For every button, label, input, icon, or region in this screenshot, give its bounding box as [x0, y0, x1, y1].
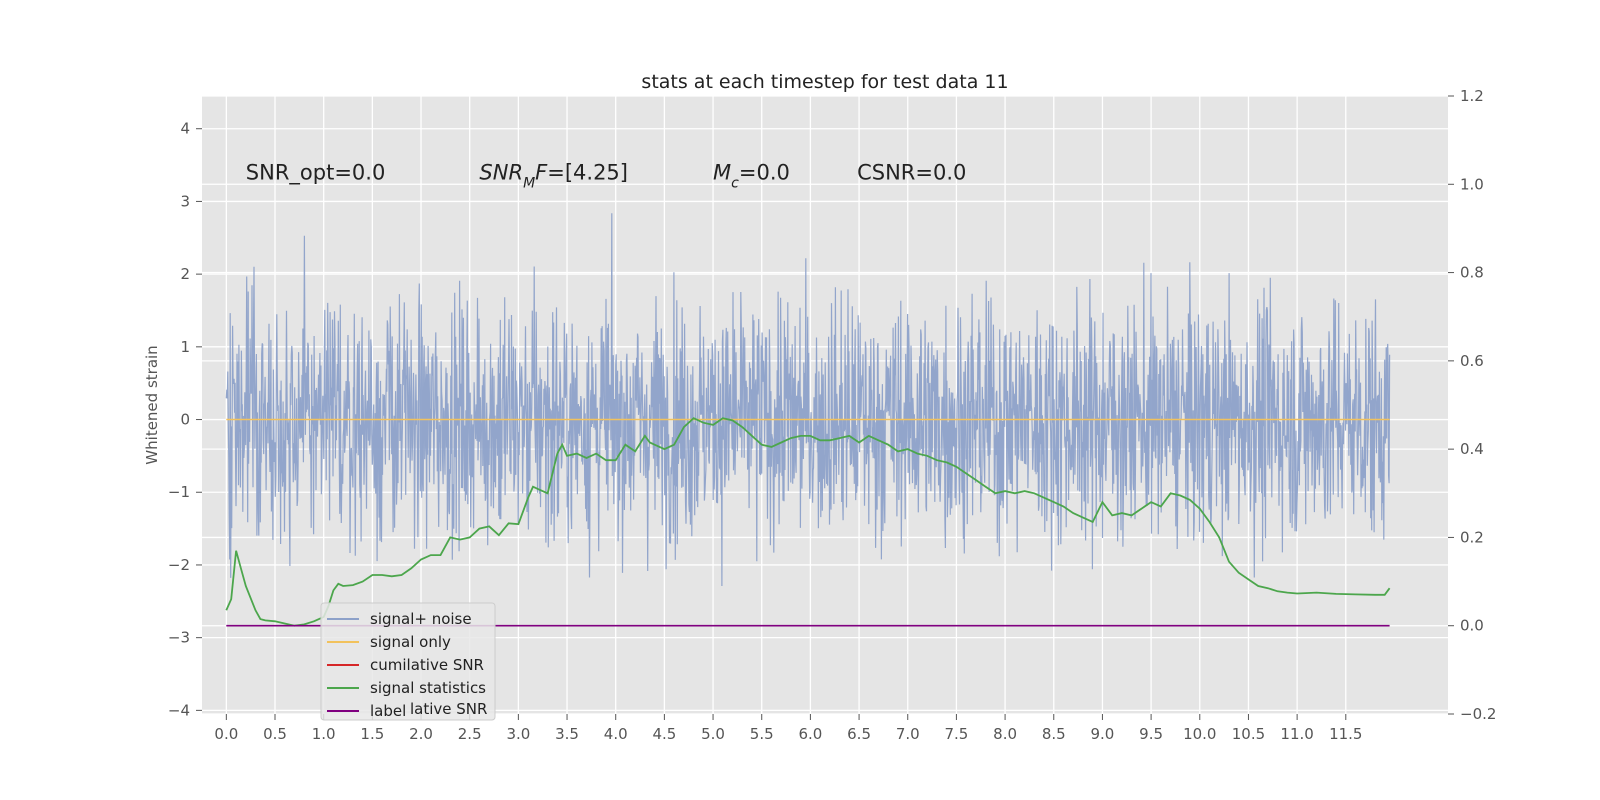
x-tick-label: 8.5 — [1042, 725, 1066, 743]
x-tick-label: 7.5 — [944, 725, 968, 743]
x-tick-label: 6.5 — [847, 725, 871, 743]
y-tick-label: 2 — [180, 265, 190, 283]
legend-box — [320, 602, 496, 721]
y-axis-left: 4 3 2 1 0 −1 −2 −3 −4 — [168, 120, 202, 719]
legend-label: label — [370, 702, 406, 720]
x-tick-label: 0.5 — [263, 725, 287, 743]
x-axis: 0.0 0.5 1.0 1.5 2.0 2.5 3.0 3.5 4.0 4.5 5.0 5.5 6.0 6… — [214, 714, 1362, 743]
gridlines — [202, 95, 1448, 715]
x-tick-label: 3.0 — [506, 725, 530, 743]
x-tick-label: 1.5 — [360, 725, 384, 743]
y-axis-right: 1.2 1.0 0.8 0.6 0.4 0.2 0.0 −0.2 — [1448, 87, 1496, 723]
x-tick-label: 8.0 — [993, 725, 1017, 743]
y2-tick-label: 1.0 — [1460, 175, 1484, 193]
x-tick-label: 9.5 — [1139, 725, 1163, 743]
x-tick-label: 2.5 — [458, 725, 482, 743]
x-tick-label: 11.0 — [1280, 725, 1313, 743]
legend-label: signal+ noise — [370, 610, 472, 628]
y-tick-label: −2 — [168, 556, 190, 574]
x-tick-label: 3.5 — [555, 725, 579, 743]
legend-label: signal statistics — [370, 679, 486, 697]
x-tick-label: 10.5 — [1232, 725, 1265, 743]
y-tick-label: −1 — [168, 483, 190, 501]
y-tick-label: 3 — [180, 192, 190, 210]
chart-title: stats at each timestep for test data 11 — [641, 71, 1008, 93]
x-tick-label: 10.0 — [1183, 725, 1216, 743]
y-tick-label: 1 — [180, 338, 190, 356]
x-tick-label: 6.0 — [798, 725, 822, 743]
y-tick-label: 0 — [180, 411, 190, 429]
y-tick-label: −3 — [168, 629, 190, 647]
series-line-signal-statistics — [225, 417, 1391, 627]
x-tick-label: 4.0 — [604, 725, 628, 743]
x-tick-label: 9.0 — [1091, 725, 1115, 743]
y2-tick-label: 0.8 — [1460, 264, 1484, 282]
x-tick-label: 5.0 — [701, 725, 725, 743]
x-tick-label: 5.5 — [750, 725, 774, 743]
y-tick-label: 4 — [180, 120, 190, 138]
x-tick-label: 1.0 — [312, 725, 336, 743]
y2-tick-label: 1.2 — [1460, 87, 1484, 105]
x-tick-label: 7.0 — [896, 725, 920, 743]
y-axis-label: Whitened strain — [143, 345, 161, 464]
x-tick-label: 4.5 — [652, 725, 676, 743]
legend: lative SNR signal+ noise signal only cumila… — [320, 602, 496, 721]
annotations: SNR_opt=0.0 SNRMF=[4.25] Mc=0.0 CSNR=0.0 — [246, 161, 967, 192]
annotation-text: SNRMF=[4.25] — [479, 161, 628, 192]
y2-tick-label: 0.2 — [1460, 528, 1484, 546]
legend-overlap-text: lative SNR — [410, 700, 487, 718]
signal-noise-series — [225, 213, 1391, 587]
x-tick-label: 11.5 — [1329, 725, 1362, 743]
annotation-text: SNR_opt=0.0 — [246, 161, 386, 186]
y2-tick-label: 0.6 — [1460, 352, 1484, 370]
annotation-text: Mc=0.0 — [713, 161, 790, 192]
y2-tick-label: 0.4 — [1460, 440, 1484, 458]
y-tick-label: −4 — [168, 701, 190, 719]
y2-tick-label: 0.0 — [1460, 617, 1484, 635]
y2-tick-label: −0.2 — [1460, 705, 1496, 723]
legend-label: cumilative SNR — [370, 656, 484, 674]
legend-label: signal only — [370, 633, 451, 651]
x-tick-label: 0.0 — [214, 725, 238, 743]
signal-noise-line — [225, 213, 1391, 587]
annotation-text: CSNR=0.0 — [857, 161, 966, 185]
x-tick-label: 2.0 — [409, 725, 433, 743]
